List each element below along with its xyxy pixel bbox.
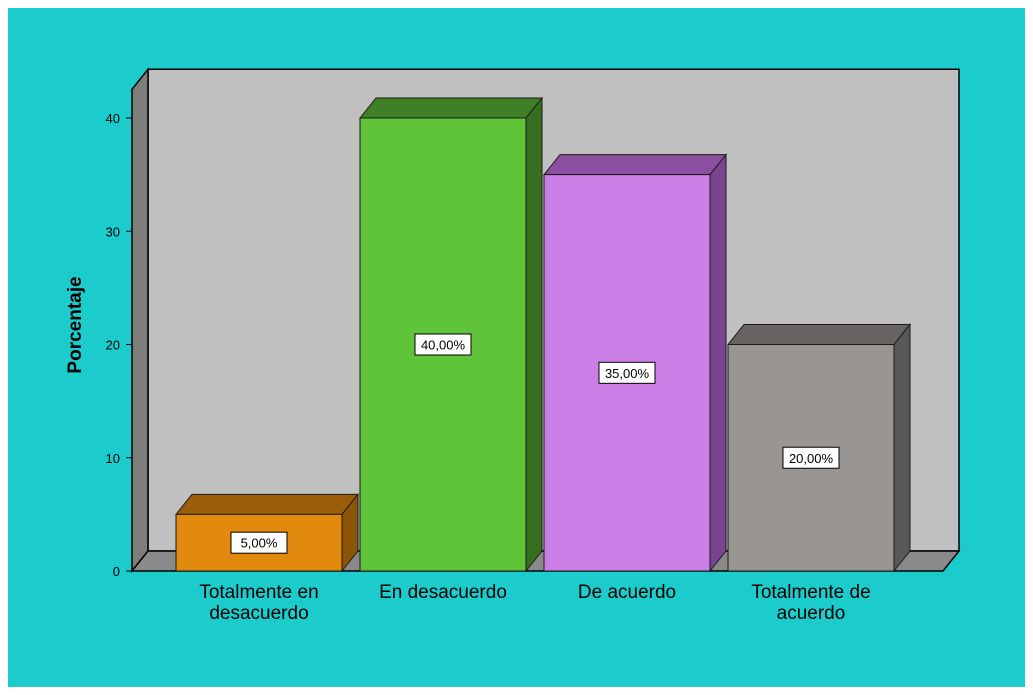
bar-side: [526, 98, 542, 571]
side-wall: [132, 69, 148, 571]
bar-side: [710, 155, 726, 571]
x-tick-label: Totalmente en desacuerdo: [199, 582, 318, 624]
data-label: 20,00%: [783, 447, 839, 468]
data-label-text: 5,00%: [241, 536, 278, 551]
chart-area: 0 10 20 30 40 5,00% 40,00% 35,00% 20,00% Totalm…: [8, 8, 1025, 687]
data-label: 40,00%: [415, 334, 471, 355]
x-tick-label: En desacuerdo: [379, 582, 507, 603]
y-tick-label: 20: [106, 338, 120, 353]
bar-top: [360, 98, 542, 118]
data-label: 35,00%: [599, 362, 655, 383]
y-tick-label: 10: [106, 451, 120, 466]
data-label-text: 40,00%: [421, 338, 466, 353]
data-label: 5,00%: [231, 532, 287, 553]
bar-side: [894, 325, 910, 572]
bar-top: [176, 494, 358, 514]
x-tick-label: De acuerdo: [578, 582, 676, 603]
bar-top: [544, 155, 726, 175]
y-tick-label: 30: [106, 224, 120, 239]
bar-top: [728, 325, 910, 345]
y-tick-label: 0: [113, 564, 120, 579]
bar-chart: 0 10 20 30 40 5,00% 40,00% 35,00% 20,00% Totalm…: [8, 8, 1025, 687]
y-axis-label: Porcentaje: [65, 276, 86, 373]
data-label-text: 20,00%: [789, 451, 834, 466]
data-label-text: 35,00%: [605, 366, 650, 381]
y-tick-label: 40: [106, 111, 120, 126]
